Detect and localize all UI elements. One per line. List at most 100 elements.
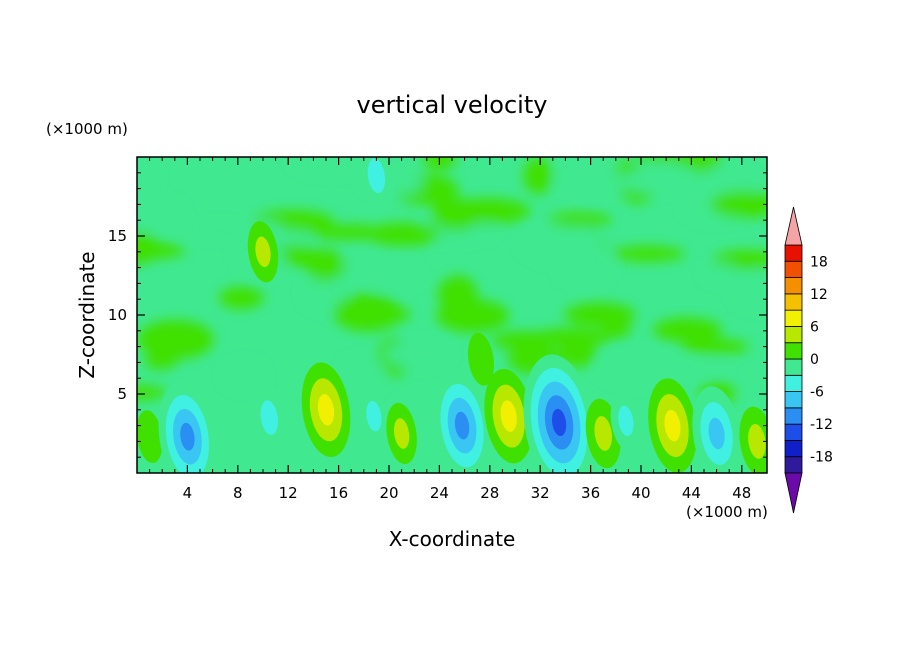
texture-blotch	[611, 246, 686, 262]
colorbar-swatch	[784, 391, 803, 409]
texture-blotch	[709, 190, 767, 219]
x-tick-label: 20	[379, 484, 398, 502]
colorbar-min-arrow	[784, 472, 803, 514]
field-cell-contour	[180, 422, 195, 451]
x-tick-label: 28	[480, 484, 499, 502]
field-cell-contour	[664, 409, 681, 442]
y-tick-label: 15	[108, 227, 127, 245]
colorbar-swatch	[784, 342, 803, 360]
field-cell	[158, 381, 217, 473]
texture-blotch	[682, 338, 749, 355]
texture-blotch	[137, 197, 185, 230]
colorbar-tick-label: 18	[810, 254, 828, 270]
colorbar-legend: 18 12 6 0 -6 -12 -18	[784, 206, 833, 514]
colorbar-swatch	[784, 244, 803, 262]
texture-blotch	[309, 224, 391, 240]
colorbar-swatch	[784, 358, 803, 376]
texture-blotch	[218, 286, 264, 309]
field-cell-contour	[367, 158, 386, 194]
y-axis: 5 10 15	[108, 172, 767, 458]
colorbar-swatch	[784, 260, 803, 278]
texture-blotch	[712, 250, 767, 270]
field-cell-contour	[708, 417, 725, 450]
texture-blotch	[333, 293, 402, 332]
field-cell	[467, 332, 494, 386]
texture-blotch	[557, 248, 613, 286]
field-cell	[523, 354, 595, 473]
x-axis-label: X-coordinate	[389, 527, 516, 551]
texture-blotch	[289, 157, 378, 176]
texture-blotch	[301, 273, 348, 312]
field-cell	[301, 362, 351, 458]
texture-blotch	[671, 359, 730, 372]
texture-blotch	[560, 337, 596, 368]
colorbar-tick-label: -12	[810, 417, 833, 433]
texture-blotch	[702, 264, 738, 283]
colorbar-max-arrow	[784, 206, 803, 246]
field-cell-contour	[317, 394, 335, 426]
field-cell	[433, 370, 491, 473]
colorbar-tick-label: 12	[810, 287, 828, 303]
texture-blotch	[652, 317, 723, 342]
field-cell	[648, 378, 697, 473]
colorbar-swatch	[784, 456, 803, 474]
field-cell-contour	[551, 408, 567, 437]
field-cell-contour	[260, 400, 279, 436]
colorbar-tick-label: -18	[810, 450, 833, 466]
field-cell-contour	[454, 411, 470, 440]
field-cell-contour	[255, 236, 271, 268]
x-axis-unit: (×1000 m)	[686, 503, 768, 521]
colorbar-swatch	[784, 374, 803, 392]
y-tick-label: 10	[108, 306, 127, 324]
field-cell-contour	[366, 400, 382, 432]
y-axis-label: Z-coordinate	[75, 251, 99, 378]
plot-area	[137, 157, 767, 473]
x-tick-label: 32	[531, 484, 550, 502]
texture-blotch	[137, 385, 167, 400]
x-tick-label: 36	[581, 484, 600, 502]
x-tick-label: 48	[732, 484, 751, 502]
texture-blotch	[384, 341, 453, 368]
texture-blotch	[338, 356, 387, 394]
texture-blotch	[137, 241, 186, 260]
colorbar-tick-label: 0	[810, 352, 819, 368]
y-axis-unit: (×1000 m)	[46, 120, 128, 138]
field-cell	[739, 406, 767, 473]
chart-title: vertical velocity	[357, 91, 548, 119]
field-cell-contour	[467, 332, 494, 386]
texture-blotch	[523, 157, 553, 195]
field-cell-contour	[618, 405, 634, 437]
colorbar-swatch	[784, 440, 803, 458]
colorbar-swatch	[784, 293, 803, 311]
colorbar-swatch	[784, 407, 803, 425]
texture-blotch	[137, 319, 214, 360]
colorbar-swatch	[784, 423, 803, 441]
texture-blotch	[547, 212, 612, 228]
colorbar-tick-label: 6	[810, 319, 819, 335]
field-cell	[386, 402, 417, 465]
x-tick-label: 8	[233, 484, 243, 502]
texture-blotch	[730, 270, 767, 310]
field-cell	[137, 410, 163, 464]
field-texture	[137, 157, 767, 406]
field-cell	[484, 368, 533, 464]
field-cell-contour	[748, 424, 766, 459]
texture-blotch	[137, 166, 160, 185]
texture-blotch	[431, 198, 482, 232]
field-cell	[610, 390, 642, 452]
texture-blotch	[178, 224, 261, 238]
colorbar-swatch	[784, 277, 803, 295]
x-tick-label: 40	[631, 484, 650, 502]
texture-blotch	[598, 352, 682, 387]
x-tick-label: 4	[183, 484, 193, 502]
y-tick-label: 5	[117, 385, 127, 403]
colorbar-tick-label: -6	[810, 385, 824, 401]
colorbar-swatch	[784, 309, 803, 327]
x-tick-label: 24	[430, 484, 449, 502]
field-features	[137, 157, 767, 473]
x-tick-label: 16	[329, 484, 348, 502]
texture-blotch	[556, 157, 618, 182]
field-cell	[251, 382, 287, 453]
field-cell	[358, 385, 390, 447]
